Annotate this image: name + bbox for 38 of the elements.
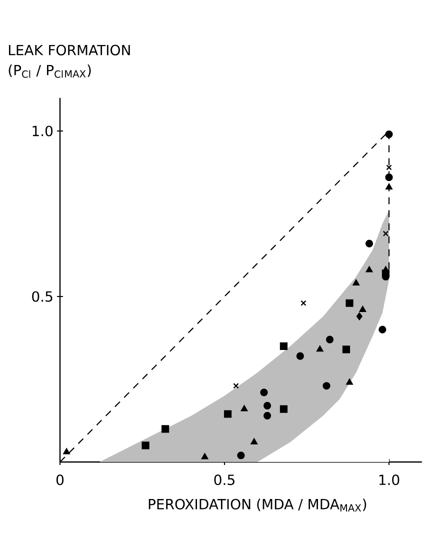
point <box>342 346 350 354</box>
x-tick-label: 0 <box>56 474 64 486</box>
point <box>356 312 362 320</box>
point <box>260 388 268 396</box>
point <box>316 346 324 352</box>
point <box>201 453 208 460</box>
point <box>378 326 386 334</box>
x-tick-label: 1.0 <box>379 474 400 486</box>
point <box>386 164 392 170</box>
point <box>263 402 272 410</box>
point <box>346 378 353 385</box>
point <box>240 405 248 412</box>
point <box>280 405 288 413</box>
y-axis-title: LEAK FORMATION (P$_{Cl}$ / P$_{ClMAX}$) <box>8 44 130 78</box>
point <box>359 306 366 312</box>
point <box>224 410 232 418</box>
point <box>161 425 170 433</box>
point <box>237 452 245 460</box>
point <box>300 300 306 306</box>
point <box>233 383 239 389</box>
point <box>63 448 70 454</box>
x-axis-title: PEROXIDATION (MDA / MDA$_{MAX}$) <box>148 498 366 512</box>
point <box>322 382 330 390</box>
point <box>386 183 392 190</box>
point <box>296 352 304 360</box>
x-tick-label: 0.5 <box>214 474 234 486</box>
point <box>385 174 393 182</box>
point <box>366 266 373 272</box>
point <box>352 279 360 286</box>
point <box>142 442 150 450</box>
point <box>365 240 374 248</box>
point <box>280 342 288 350</box>
point <box>326 336 334 344</box>
point <box>385 130 393 138</box>
point <box>250 438 258 444</box>
point <box>382 230 389 236</box>
point <box>263 412 272 420</box>
point <box>346 299 354 307</box>
